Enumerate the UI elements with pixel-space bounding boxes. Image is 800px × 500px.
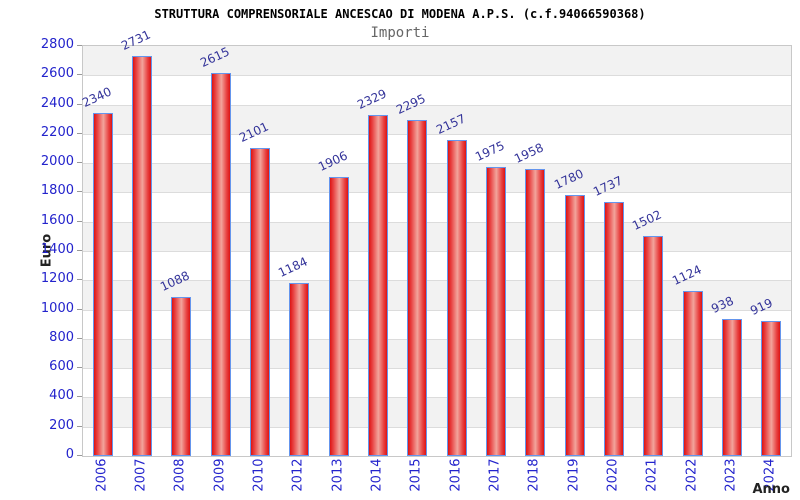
- y-tick-label: 0: [65, 447, 74, 462]
- plot-band: [83, 397, 791, 427]
- y-tick-mark: [77, 455, 82, 456]
- plot-area: 2340 2731 1088 2615 2101 1184 1906 2329 2295 2157…: [80, 28, 792, 457]
- y-tick-label: 1800: [40, 183, 74, 199]
- y-tick-label: 800: [49, 329, 74, 345]
- x-tick-label: 2016: [448, 458, 464, 492]
- gridline: [83, 104, 791, 106]
- bar: [486, 166, 506, 456]
- y-tick-label: 1200: [40, 271, 74, 287]
- bar: [407, 119, 428, 456]
- x-tick-label: 2009: [212, 458, 228, 492]
- bar: [761, 321, 782, 456]
- bar: [604, 201, 624, 456]
- y-tick-label: 1600: [40, 212, 74, 228]
- gridline: [83, 368, 791, 370]
- y-tick-mark: [77, 308, 82, 310]
- x-tick-label: 2014: [369, 458, 385, 492]
- y-tick-mark: [77, 396, 82, 398]
- bar: [722, 318, 742, 456]
- y-tick-label: 2400: [40, 95, 74, 111]
- x-tick-label: 2012: [290, 458, 306, 492]
- plot-band: [83, 46, 791, 76]
- x-tick-label: 2006: [94, 458, 110, 492]
- plot-band: [83, 104, 791, 134]
- y-tick-mark: [77, 337, 82, 339]
- bar: [368, 114, 388, 456]
- x-tick-label: 2023: [723, 458, 739, 492]
- y-tick-mark: [77, 250, 82, 251]
- y-tick-label: 2000: [40, 154, 74, 170]
- x-tick-label: 2008: [172, 458, 188, 492]
- y-tick-label: 2800: [40, 37, 74, 52]
- plot-band: [83, 75, 791, 104]
- gridline: [83, 75, 791, 77]
- y-tick-label: 600: [49, 359, 74, 375]
- chart-subtitle: Importi: [370, 25, 430, 41]
- y-tick-label: 1000: [40, 300, 74, 316]
- x-tick-label: 2021: [644, 458, 660, 492]
- y-tick-mark: [77, 103, 82, 105]
- x-tick-label: 2013: [330, 458, 346, 492]
- gridline: [83, 309, 791, 311]
- x-tick-label: 2017: [487, 458, 503, 492]
- x-tick-label: 2020: [605, 458, 621, 492]
- y-tick-mark: [77, 279, 82, 281]
- y-tick-label: 200: [49, 417, 74, 433]
- gridline: [83, 163, 791, 165]
- plot-band: [83, 192, 791, 221]
- bar: [92, 113, 113, 456]
- plot-band: [83, 338, 791, 369]
- x-tick-label: 2019: [566, 458, 582, 492]
- gridline: [83, 338, 791, 340]
- bar: [210, 73, 231, 456]
- plot-band: [83, 221, 791, 251]
- y-tick-label: 400: [49, 388, 74, 404]
- y-tick-mark: [77, 45, 82, 46]
- gridline: [83, 426, 791, 428]
- bar: [564, 195, 585, 456]
- y-tick-label: 1400: [40, 242, 74, 257]
- x-tick-label: 2007: [133, 458, 149, 492]
- gridline: [83, 221, 791, 223]
- y-tick-mark: [77, 162, 82, 164]
- y-tick-mark: [77, 74, 82, 76]
- plot-band: [83, 134, 791, 163]
- gridline: [83, 251, 791, 252]
- y-tick-mark: [77, 191, 82, 193]
- y-tick-mark: [77, 132, 82, 134]
- gridline: [83, 280, 791, 282]
- gridline: [83, 397, 791, 399]
- plot-band: [83, 163, 791, 193]
- bar: [289, 282, 310, 456]
- y-tick-label: 2600: [40, 66, 74, 82]
- bar: [328, 176, 349, 456]
- gridline: [83, 192, 791, 194]
- bar: [446, 140, 467, 456]
- chart-title: STRUTTURA COMPRENSORIALE ANCESCAO DI MOD…: [154, 7, 646, 21]
- y-tick-label: 2200: [40, 124, 74, 140]
- bar: [643, 236, 664, 456]
- x-axis-title: Anno: [752, 482, 790, 497]
- plot-band: [83, 280, 791, 310]
- bar: [682, 291, 703, 456]
- y-tick-mark: [77, 425, 82, 427]
- x-tick-label: 2010: [251, 458, 267, 492]
- bar: [525, 169, 546, 456]
- bar: [250, 148, 270, 456]
- bar: [132, 56, 152, 456]
- y-tick-mark: [77, 220, 82, 222]
- x-tick-label: 2022: [684, 458, 700, 492]
- bar: [171, 296, 192, 456]
- gridline: [83, 133, 791, 135]
- x-tick-label: 2018: [526, 458, 542, 492]
- x-tick-label: 2015: [408, 458, 424, 492]
- y-tick-mark: [77, 367, 82, 369]
